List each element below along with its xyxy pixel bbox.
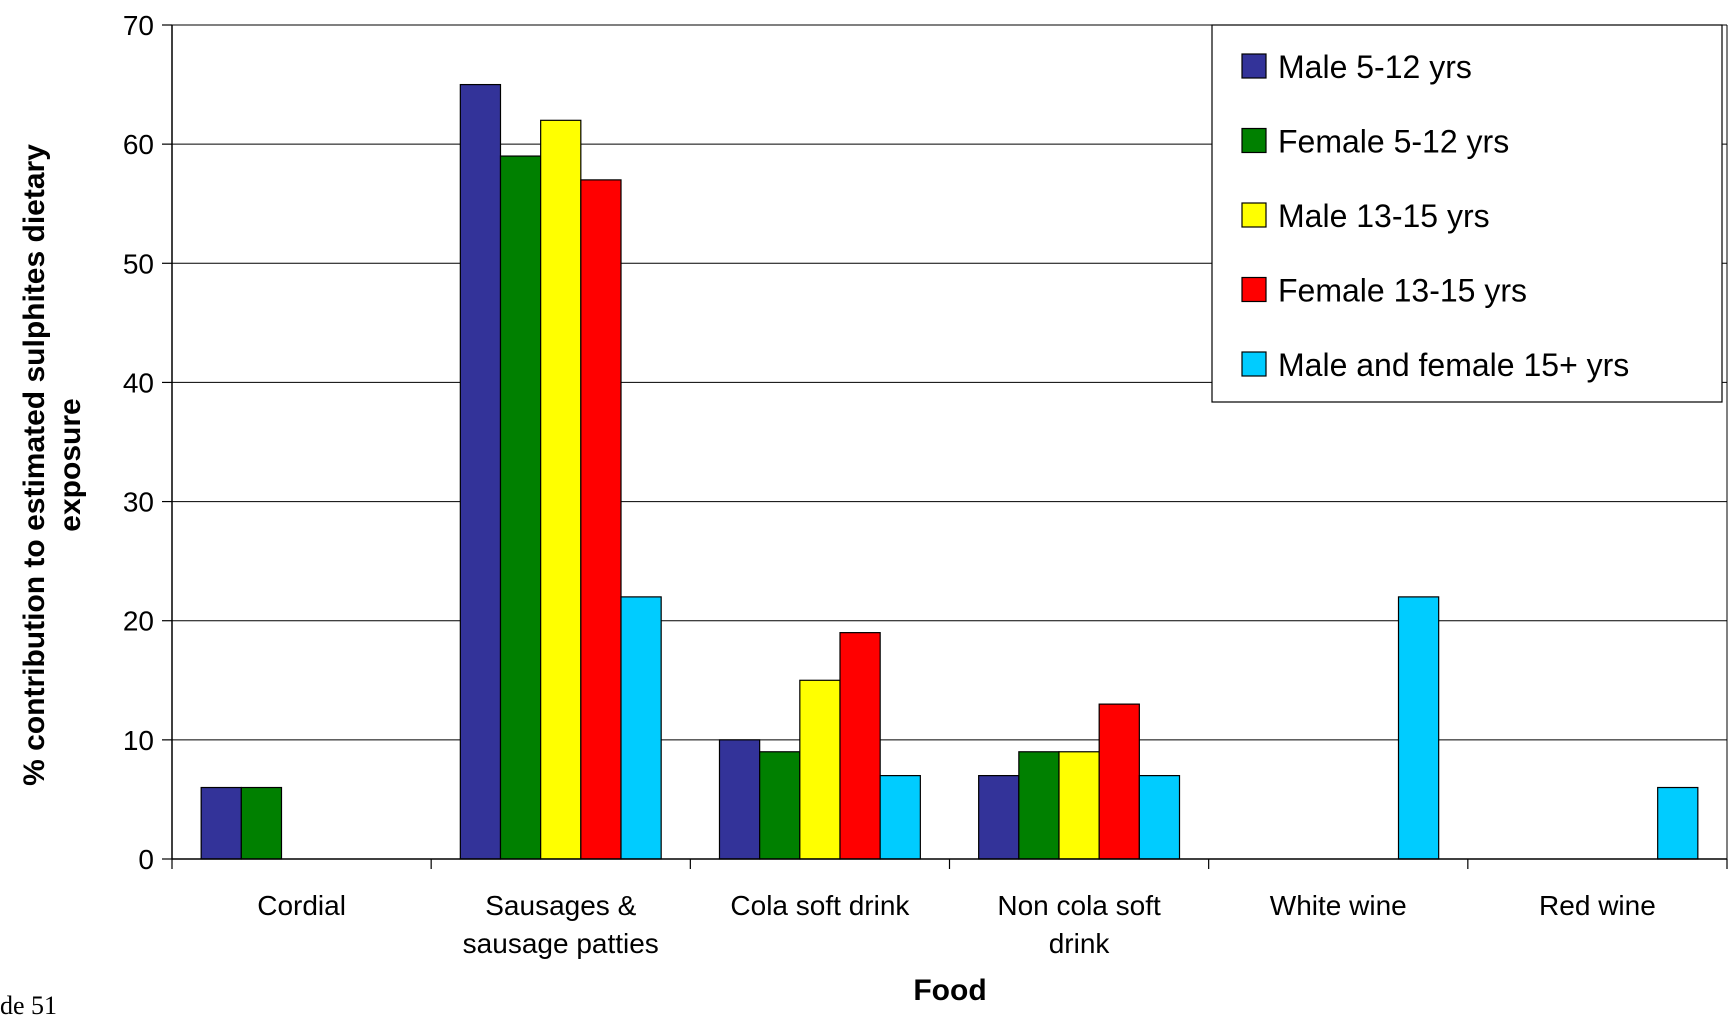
bar (799, 679, 841, 860)
bar (978, 774, 1020, 860)
bar (839, 632, 881, 860)
x-axis-title: Food (913, 974, 986, 1007)
bar (200, 786, 242, 860)
bar (240, 786, 283, 860)
x-category-label: Non cola soft drink (997, 890, 1161, 959)
x-category-label: Cola soft drink (730, 890, 910, 921)
legend-box (1211, 24, 1723, 403)
y-tick-label: 60 (123, 129, 154, 160)
legend-label: Male 5-12 yrs (1278, 49, 1472, 85)
y-tick-label: 0 (138, 844, 154, 875)
bar (879, 774, 921, 860)
bar (499, 155, 542, 860)
legend-label: Male and female 15+ yrs (1278, 347, 1629, 383)
legend-swatch (1241, 351, 1267, 377)
legend-swatch (1241, 53, 1267, 79)
x-category-label: Red wine (1539, 890, 1656, 921)
y-tick-label: 30 (123, 487, 154, 518)
x-category-labels: Cordial Sausages & sausage patties Cola sof… (257, 890, 1656, 959)
slide-number-label: de 51 (0, 991, 57, 1018)
bar (540, 119, 582, 860)
gridlines (172, 24, 1727, 741)
bars (200, 83, 1699, 860)
bar (1058, 751, 1100, 860)
y-tick-labels: 0 10 20 30 40 50 60 70 (123, 10, 154, 875)
bar (1018, 751, 1060, 860)
y-tick-label: 70 (123, 10, 154, 41)
x-category-label: White wine (1270, 890, 1407, 921)
bar (1098, 703, 1140, 860)
legend-swatch (1241, 276, 1267, 303)
legend-swatch (1241, 202, 1267, 228)
bar (759, 751, 801, 860)
bar (459, 83, 502, 860)
y-tick-label: 10 (123, 725, 154, 756)
bar (1657, 786, 1699, 860)
legend-label: Female 5-12 yrs (1278, 124, 1509, 160)
y-axis-title: % contribution to estimated sulphites di… (18, 144, 87, 786)
axes (162, 24, 1728, 869)
bar (1397, 596, 1440, 860)
legend-label: Male 13-15 yrs (1278, 198, 1490, 234)
x-category-label: Sausages & sausage patties (463, 890, 659, 959)
x-category-label: Cordial (257, 890, 346, 921)
legend-label: Female 13-15 yrs (1278, 273, 1527, 309)
bar (580, 179, 622, 860)
legend-swatch (1241, 127, 1267, 154)
bar (1138, 774, 1181, 860)
y-tick-label: 20 (123, 606, 154, 637)
y-tick-label: 40 (123, 367, 154, 398)
bar (620, 596, 662, 860)
bar (718, 739, 761, 860)
legend: Male 5-12 yrs Female 5-12 yrs Male 13-15 y… (1211, 24, 1723, 403)
y-tick-label: 50 (123, 248, 154, 279)
